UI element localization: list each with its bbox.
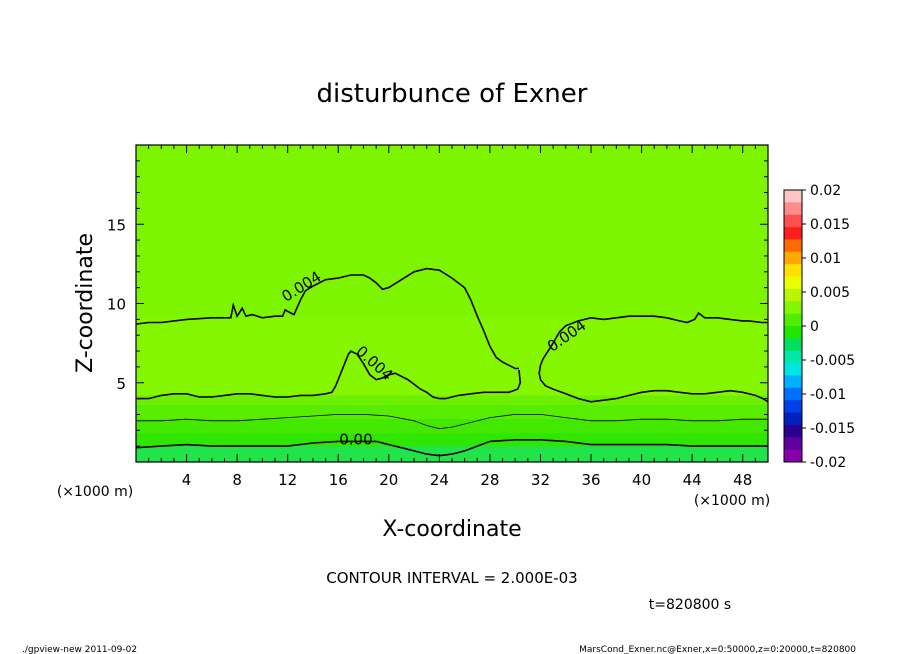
- colorbar-swatch: [784, 412, 802, 426]
- colorbar-swatch: [784, 264, 802, 278]
- colorbar-swatch: [784, 437, 802, 451]
- time-label: t=820800 s: [649, 597, 731, 613]
- colorbar-swatch: [784, 326, 802, 339]
- colorbar-label: -0.02: [810, 455, 846, 471]
- colorbar-label: 0.01: [810, 251, 841, 267]
- footer-left-note: ./gpview-new 2011-09-02: [22, 645, 137, 654]
- colorbar-swatch: [784, 375, 802, 389]
- colorbar-swatch: [784, 449, 802, 463]
- x-tick-label: 36: [581, 471, 600, 489]
- y-tick-label: 5: [116, 375, 126, 393]
- colorbar-swatch: [784, 276, 802, 290]
- colorbar-label: -0.01: [810, 387, 846, 403]
- plot-area: [136, 145, 768, 462]
- x-tick-label: 16: [329, 471, 348, 489]
- x-tick-label: 20: [379, 471, 398, 489]
- colorbar-swatch: [784, 387, 802, 401]
- colorbar-label: 0.005: [810, 285, 850, 301]
- x-tick-label: 48: [733, 471, 752, 489]
- colorbar-label: 0.02: [810, 183, 841, 199]
- colorbar-swatch: [784, 227, 802, 240]
- colorbar-swatch: [784, 202, 802, 216]
- colorbar-label: 0: [810, 319, 819, 335]
- colorbar-swatch: [784, 288, 802, 302]
- colorbar-label: -0.005: [810, 353, 855, 369]
- contour-line: [136, 414, 768, 430]
- colorbar-swatch: [784, 363, 802, 376]
- colorbar-swatch: [784, 251, 802, 265]
- colorbar-swatch: [784, 214, 802, 228]
- x-tick-label: 28: [480, 471, 499, 489]
- x-tick-label: 40: [632, 471, 651, 489]
- colorbar-swatch: [784, 190, 802, 203]
- contour-line: [136, 350, 522, 400]
- colorbar: 0.02 0.015 0.01 0.005 0 -0.005 -0.01 -0.015 -0.0…: [783, 183, 855, 471]
- footer-right-note: MarsCond_Exner.nc@Exner,x=0:50000,z=0:20…: [579, 645, 856, 654]
- x-unit-label-left: (×1000 m): [57, 484, 133, 500]
- x-tick-label: 12: [278, 471, 297, 489]
- y-tick-label: 15: [107, 216, 126, 234]
- colorbar-swatch: [784, 338, 802, 352]
- contour-line: [538, 311, 768, 403]
- y-tick-label: 10: [107, 296, 126, 314]
- x-tick-label: 24: [430, 471, 449, 489]
- colorbar-label: -0.015: [810, 421, 855, 437]
- colorbar-swatch: [784, 239, 802, 253]
- x-axis-label: X-coordinate: [382, 517, 521, 542]
- x-axis-ticks: 4 8 12 16 20 24 28 32 36 40 44 48: [148, 145, 756, 489]
- y-axis-label: Z-coordinate: [73, 233, 98, 373]
- chart-title: disturbunce of Exner: [317, 79, 588, 109]
- x-unit-label-right: (×1000 m): [694, 493, 770, 509]
- x-tick-label: 4: [182, 471, 192, 489]
- colorbar-swatch: [784, 350, 802, 364]
- x-tick-label: 8: [232, 471, 242, 489]
- x-tick-label: 44: [683, 471, 702, 489]
- colorbar-swatch: [784, 400, 802, 414]
- colorbar-label: 0.015: [810, 217, 850, 233]
- colorbar-swatch: [784, 313, 802, 327]
- y-axis-ticks: 5 10 15: [107, 160, 768, 447]
- contour-label: 0.00: [339, 431, 372, 449]
- contour-line: [136, 267, 519, 370]
- contour-interval-text: CONTOUR INTERVAL = 2.000E-03: [326, 569, 577, 587]
- colorbar-swatch: [784, 424, 802, 438]
- color-bands: [136, 145, 768, 462]
- colorbar-swatch: [784, 301, 802, 315]
- x-tick-label: 32: [531, 471, 550, 489]
